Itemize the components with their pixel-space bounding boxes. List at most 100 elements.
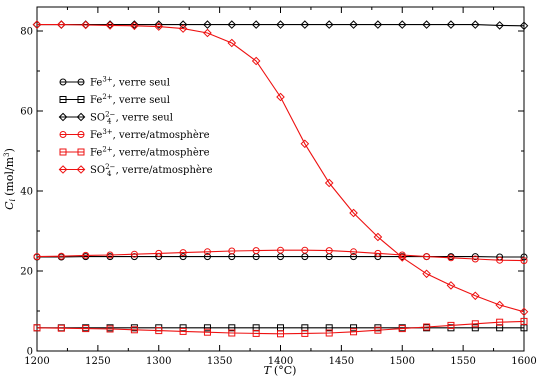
data-point	[423, 323, 431, 331]
data-point	[32, 20, 42, 29]
data-point	[398, 325, 406, 333]
legend-label: SO2− 4, verre seul	[90, 111, 173, 126]
data-point	[495, 300, 504, 310]
x-tick-label: 1600	[511, 356, 536, 367]
data-point	[495, 21, 504, 30]
x-tick-label: 1300	[146, 356, 171, 367]
series-line	[37, 24, 525, 313]
data-point	[471, 324, 479, 332]
data-point	[470, 291, 480, 301]
data-point	[349, 20, 358, 29]
data-point	[520, 317, 528, 325]
legend-entry: Fe2+, verre/atmosphère	[59, 146, 210, 159]
data-point	[154, 20, 164, 29]
data-point	[252, 329, 260, 337]
data-point	[519, 21, 529, 31]
data-point	[57, 324, 65, 332]
x-tick-label: 1500	[390, 356, 415, 367]
data-point	[520, 253, 528, 261]
data-point	[350, 253, 358, 261]
x-tick-label: 1350	[207, 356, 232, 367]
data-point	[374, 326, 382, 334]
legend-marker	[59, 131, 67, 138]
legend-marker	[58, 112, 68, 122]
data-point	[154, 22, 164, 31]
data-point	[446, 20, 456, 29]
data-point	[277, 246, 284, 254]
y-tick-label: 20	[20, 267, 33, 278]
data-point	[228, 247, 236, 255]
series-3	[32, 20, 529, 31]
data-point	[130, 326, 138, 334]
data-point	[227, 38, 237, 48]
legend-marker	[77, 96, 85, 103]
data-point	[447, 254, 455, 262]
data-point	[519, 307, 529, 317]
data-point	[251, 20, 261, 29]
data-point	[130, 250, 138, 258]
data-point	[33, 324, 41, 332]
data-point	[373, 232, 383, 242]
data-point	[227, 20, 237, 29]
data-point	[105, 21, 115, 30]
data-point	[82, 325, 90, 333]
data-point	[447, 321, 455, 329]
data-point	[179, 324, 187, 332]
data-point	[203, 28, 212, 38]
data-point	[203, 253, 211, 261]
data-point	[130, 21, 139, 31]
data-point	[179, 253, 187, 261]
x-axis-label: T (°C)	[264, 364, 297, 377]
legend-marker	[76, 112, 86, 122]
series-layer	[32, 20, 529, 338]
legend-marker	[58, 165, 68, 174]
data-point	[422, 269, 431, 279]
data-point	[300, 139, 310, 149]
y-tick-label: 40	[20, 187, 33, 198]
x-tick-label: 1450	[329, 356, 354, 367]
series-5	[33, 317, 528, 338]
data-point	[350, 248, 358, 256]
legend: Fe3+, verre seul Fe2+, verre seul SO2− 4, v…	[58, 76, 213, 178]
data-point	[325, 329, 333, 337]
data-point	[349, 208, 358, 218]
data-point	[277, 330, 284, 338]
data-point	[130, 20, 139, 29]
data-point	[105, 20, 115, 29]
legend-marker	[77, 148, 85, 156]
legend-marker	[77, 131, 85, 138]
data-point	[422, 20, 431, 29]
data-point	[373, 20, 383, 29]
data-point	[203, 328, 211, 336]
data-point	[155, 249, 163, 257]
y-tick-label: 60	[20, 107, 33, 118]
y-tick-label: 0	[27, 347, 33, 358]
data-point	[423, 253, 431, 261]
x-tick-label: 1400	[268, 356, 293, 367]
data-point	[82, 251, 90, 259]
data-point	[301, 329, 309, 337]
data-point	[276, 92, 285, 102]
data-point	[350, 324, 358, 332]
data-point	[252, 247, 260, 255]
legend-marker	[59, 78, 67, 86]
data-point	[179, 249, 187, 257]
series-line	[37, 24, 525, 27]
legend-entry: Fe3+, verre/atmosphère	[59, 128, 210, 141]
axis-ticks: 1200 1250 1300 1350 1400 1450 1500 1550 1600 0 20 4…	[20, 7, 537, 367]
data-point	[470, 20, 480, 29]
data-point	[178, 24, 188, 33]
legend-label: Fe2+, verre/atmosphère	[90, 146, 210, 159]
data-point	[324, 178, 334, 188]
data-point	[324, 20, 334, 29]
data-point	[57, 20, 66, 29]
data-point	[325, 247, 333, 255]
data-point	[155, 327, 163, 335]
data-point	[300, 20, 310, 29]
data-point	[397, 20, 407, 29]
data-point	[203, 324, 211, 332]
data-point	[228, 329, 236, 337]
x-tick-label: 1200	[24, 356, 49, 367]
data-point	[276, 20, 285, 29]
